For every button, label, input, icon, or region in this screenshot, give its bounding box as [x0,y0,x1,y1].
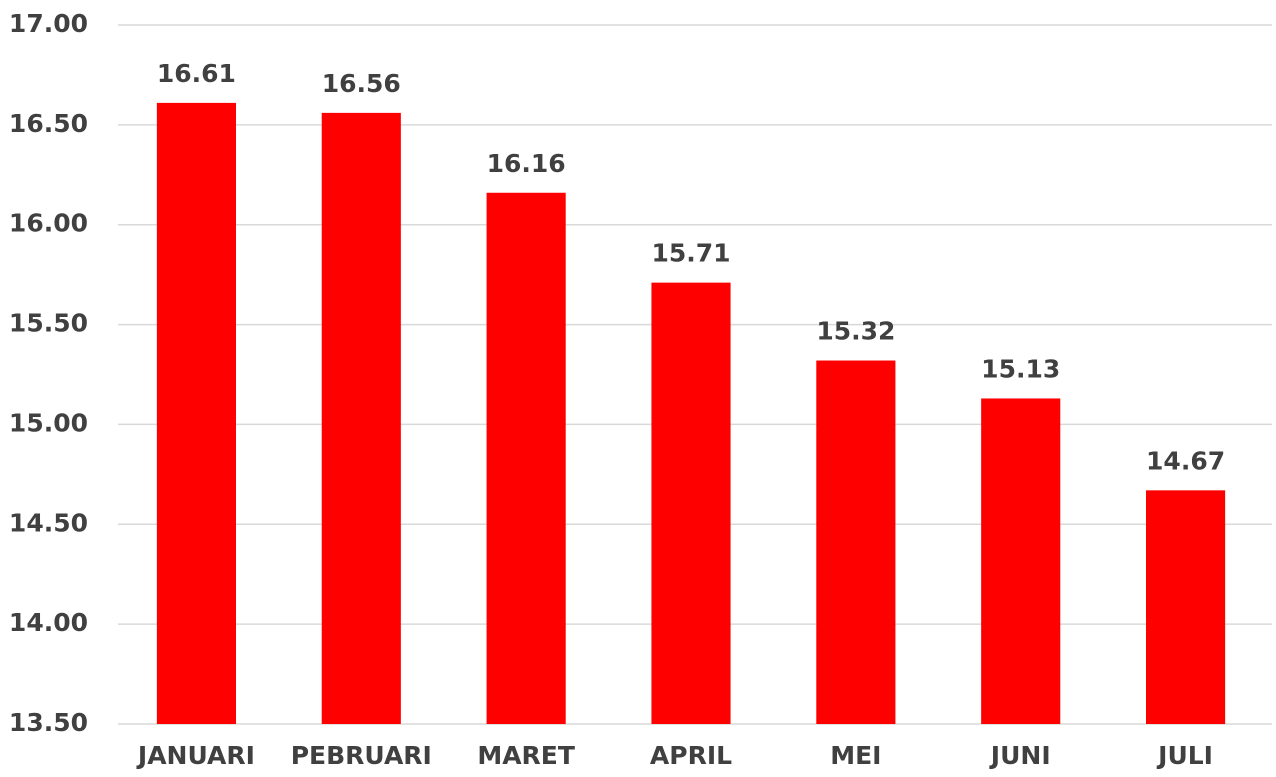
y-tick-label: 16.00 [9,209,88,238]
y-tick-label: 15.50 [9,309,88,338]
data-label: 16.16 [487,149,566,178]
x-tick-label: MARET [477,741,575,770]
bar [816,360,896,724]
bar [981,398,1061,724]
bar [1146,490,1226,724]
x-tick-label: APRIL [650,741,732,770]
y-tick-label: 14.50 [9,508,88,537]
y-tick-label: 13.50 [9,708,88,737]
y-tick-label: 14.00 [9,608,88,637]
x-tick-label: PEBRUARI [291,741,432,770]
x-tick-label: JULI [1156,741,1213,770]
data-label: 14.67 [1146,446,1225,475]
data-label: 16.61 [157,59,236,88]
data-label: 15.71 [651,239,730,268]
x-tick-label: JANUARI [136,741,255,770]
x-tick-label: MEI [830,741,881,770]
bar [321,112,401,725]
data-label: 15.13 [981,354,1060,383]
data-label: 16.56 [322,69,401,98]
y-tick-label: 16.50 [9,109,88,138]
y-tick-label: 15.00 [9,408,88,437]
x-tick-label: JUNI [989,741,1051,770]
bar [156,102,236,725]
bar [651,282,731,724]
data-label: 15.32 [816,317,895,346]
y-tick-label: 17.00 [9,9,88,38]
bar [486,192,566,724]
